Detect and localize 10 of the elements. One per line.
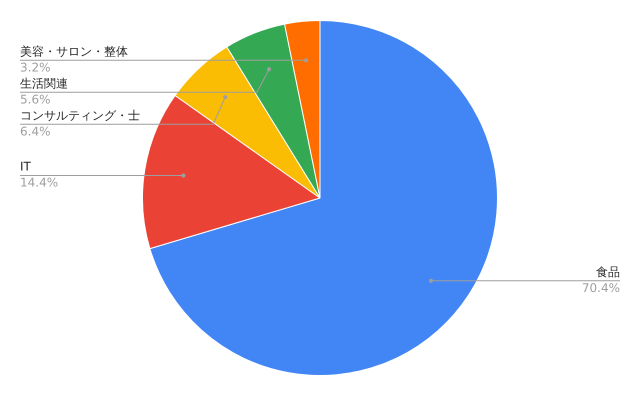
data-label: 3.2% [20,60,50,74]
slice-label: 食品 [596,264,620,279]
slice-label: コンサルティング・士 [20,108,140,122]
data-label: 14.4% [20,176,58,190]
slice-label: IT [20,160,32,174]
slice-label: 美容・サロン・整体 [20,44,128,58]
slice-label: 生活関連 [20,76,68,90]
data-label: 6.4% [20,124,50,138]
data-label: 70.4% [582,280,620,295]
data-label: 5.6% [20,92,50,106]
